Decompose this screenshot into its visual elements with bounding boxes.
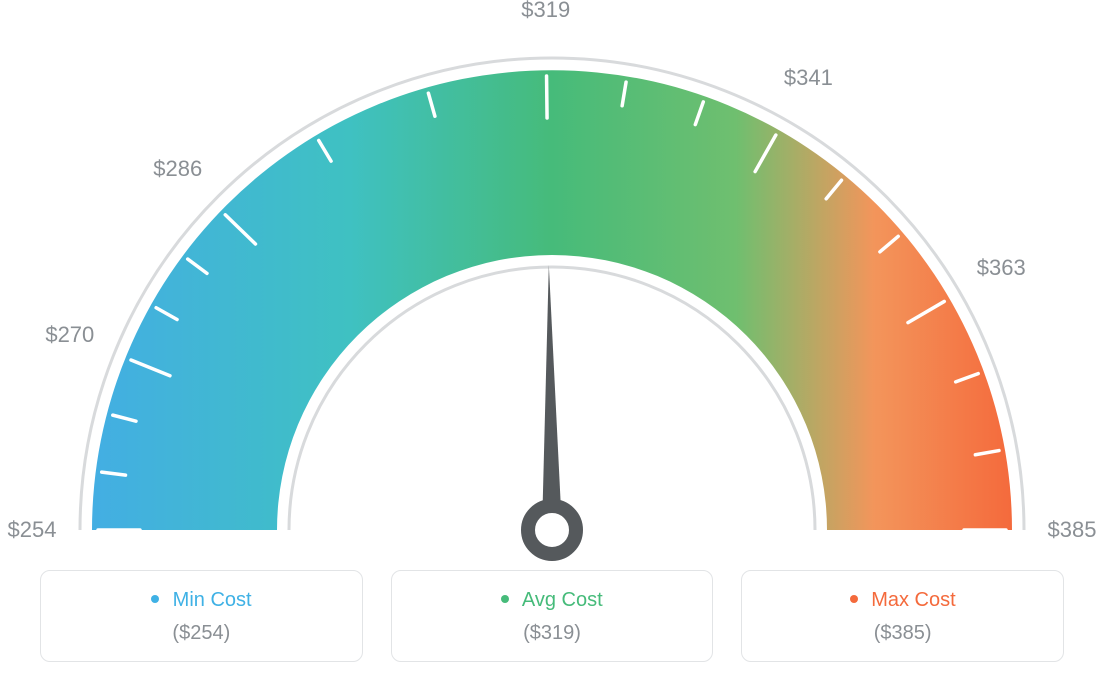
gauge-tick-label: $319 bbox=[521, 0, 570, 23]
legend-label-min: Min Cost bbox=[173, 589, 252, 611]
legend-dot-min bbox=[151, 595, 159, 603]
legend-title-max: Max Cost bbox=[752, 589, 1053, 612]
gauge-tick-label: $286 bbox=[153, 156, 202, 182]
legend-label-max: Max Cost bbox=[871, 589, 955, 611]
legend-dot-max bbox=[850, 595, 858, 603]
legend-card-max: Max Cost ($385) bbox=[741, 570, 1064, 662]
gauge-tick-label: $363 bbox=[977, 255, 1026, 281]
legend-card-avg: Avg Cost ($319) bbox=[391, 570, 714, 662]
legend-value-max: ($385) bbox=[752, 622, 1053, 645]
legend-value-avg: ($319) bbox=[402, 622, 703, 645]
legend-title-min: Min Cost bbox=[51, 589, 352, 612]
legend-dot-avg bbox=[501, 595, 509, 603]
legend-title-avg: Avg Cost bbox=[402, 589, 703, 612]
cost-gauge: $254 $270 $286 $319 $341 $363 $385 bbox=[0, 0, 1104, 570]
gauge-tick-label: $254 bbox=[8, 517, 57, 543]
gauge-tick-label: $341 bbox=[784, 65, 833, 91]
legend-label-avg: Avg Cost bbox=[522, 589, 603, 611]
legend-card-min: Min Cost ($254) bbox=[40, 570, 363, 662]
legend-value-min: ($254) bbox=[51, 622, 352, 645]
gauge-tick-label: $385 bbox=[1048, 517, 1097, 543]
gauge-svg bbox=[0, 0, 1104, 570]
legend-row: Min Cost ($254) Avg Cost ($319) Max Cost… bbox=[0, 570, 1104, 662]
gauge-tick-label: $270 bbox=[45, 322, 94, 348]
